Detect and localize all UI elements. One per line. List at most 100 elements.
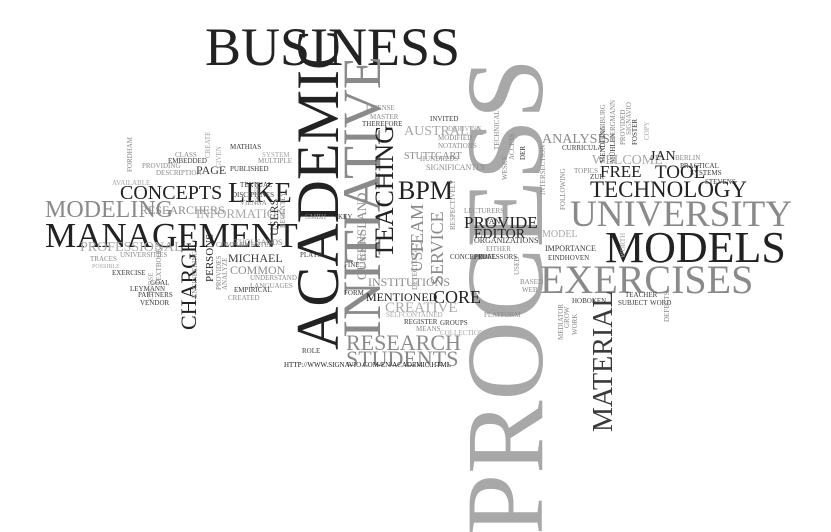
word-australia: AUSTRALIA bbox=[404, 124, 484, 139]
word-means: MEANS bbox=[416, 325, 441, 333]
word-role: ROLE bbox=[302, 347, 321, 355]
word-gmbh: GMBH bbox=[305, 213, 327, 221]
word-teacher: TEACHER bbox=[625, 291, 658, 299]
word-vienna: VIENNA bbox=[240, 199, 267, 207]
word-teaching: TEACHING bbox=[370, 125, 399, 258]
word-textual: TEXTUAL bbox=[240, 181, 273, 189]
word-business: BUSINESS bbox=[205, 17, 461, 77]
word-platform: PLATFORM bbox=[484, 311, 521, 319]
word-work: WORK bbox=[571, 313, 579, 335]
word-thousands: THOUSANDS bbox=[234, 238, 283, 247]
word-jan: JAN bbox=[650, 149, 676, 164]
word-leymann: LEYMANN bbox=[130, 285, 165, 293]
word-creative: CREATIVE bbox=[385, 300, 458, 316]
word-partners: PARTNERS bbox=[138, 291, 173, 299]
word-assist: ASSIST bbox=[253, 181, 261, 205]
word-systems: SYSTEMS bbox=[690, 169, 722, 177]
word-management: MANAGEMENT bbox=[45, 216, 298, 255]
word-detecting: DETECTING bbox=[411, 250, 419, 290]
word-bpm: BPM bbox=[398, 176, 453, 205]
word-embedded: EMBEDDED bbox=[168, 157, 207, 165]
word-goal: GOAL bbox=[150, 279, 170, 287]
word-signavio: SIGNAVIO bbox=[625, 102, 633, 135]
word-concepts: CONCEPTS bbox=[120, 182, 223, 204]
word-subject: SUBJECT bbox=[618, 299, 648, 307]
word-significantly: SIGNIFICANTLY bbox=[426, 163, 487, 172]
word-master: MASTER bbox=[370, 113, 399, 121]
word-word: WORD bbox=[650, 299, 672, 307]
word-models: MODELS bbox=[605, 223, 786, 272]
word-students: STUDENTS bbox=[346, 346, 459, 371]
word-course: COURSE bbox=[147, 272, 155, 300]
word-van: VAN bbox=[484, 217, 501, 226]
word-conceptual: CONCEPTUAL bbox=[450, 253, 497, 261]
word-copy: COPY bbox=[643, 121, 651, 140]
word-mathias: MATHIAS bbox=[230, 143, 262, 151]
word-recently: RECENTLY bbox=[279, 192, 287, 228]
word-editor: EDITOR bbox=[474, 227, 526, 242]
word-access: ACCESS bbox=[508, 133, 516, 160]
word-berlin: BERLIN bbox=[675, 154, 701, 162]
word-core: CORE bbox=[433, 287, 482, 307]
word-hundreds: HUNDREDS bbox=[420, 155, 459, 163]
word-engineering: ENGINEERING bbox=[191, 250, 199, 298]
word-exercise: EXERCISE bbox=[112, 269, 146, 277]
word-class: CLASS bbox=[175, 151, 197, 159]
word-institutions: INSTITUTIONS bbox=[368, 275, 450, 289]
word-eindhoven: EINDHOVEN bbox=[548, 254, 590, 262]
word-textbooks: TEXTBOOKS bbox=[155, 243, 163, 285]
word-stevens: STEVENS bbox=[705, 178, 736, 186]
word-created: CREATED bbox=[228, 294, 260, 302]
word-system: SYSTEM bbox=[262, 151, 290, 159]
word-der: DER bbox=[519, 146, 527, 160]
word-universities: UNIVERSITIES bbox=[120, 251, 168, 259]
word-university: UNIVERSITY bbox=[570, 194, 792, 235]
word-following: FOLLOWING bbox=[559, 168, 567, 210]
word-hamburg: HAMBURG bbox=[599, 104, 607, 140]
word-model: MODEL bbox=[542, 229, 578, 240]
word-modified: MODIFIED bbox=[438, 134, 473, 142]
word-free: FREE bbox=[600, 162, 642, 181]
word-analysis: ANALYSIS bbox=[542, 132, 610, 147]
word-analyze: ANALYZE bbox=[221, 257, 229, 290]
word-michael: MICHAEL bbox=[228, 251, 283, 265]
word-understand: UNDERSTAND bbox=[250, 274, 297, 282]
word-lecturers: LECTURERS bbox=[464, 207, 505, 215]
word-used: USED bbox=[513, 256, 521, 275]
word-zur: ZUR bbox=[590, 173, 604, 181]
word-practical: PRACTICAL bbox=[680, 162, 719, 170]
word-disciplines: DISCIPLINES bbox=[232, 191, 275, 199]
word-collection: COLLECTION bbox=[440, 329, 484, 337]
word-register: REGISTER bbox=[404, 318, 438, 326]
word-empirical: EMPIRICAL bbox=[234, 286, 272, 294]
word-information: INFORMATION bbox=[196, 206, 286, 221]
word-technology: TECHNOLOGY bbox=[590, 177, 748, 202]
word-exercises: EXERCISES bbox=[540, 257, 754, 302]
word-complemented: COMPLEMENTED bbox=[216, 241, 274, 249]
word-mentioned: MENTIONED bbox=[366, 290, 438, 304]
word-create: CREATE bbox=[204, 131, 212, 158]
word-given: GIVEN bbox=[215, 146, 223, 168]
word-licensed: LICENSED bbox=[359, 234, 367, 268]
word-research: RESEARCH bbox=[346, 330, 461, 355]
word-license: LICENSE bbox=[366, 104, 395, 112]
word-organizations: ORGANIZATIONS bbox=[474, 236, 539, 245]
word-service: SERVICE bbox=[427, 211, 447, 285]
word-description: DESCRIPTION bbox=[156, 169, 202, 177]
word-published: PUBLISHED bbox=[230, 165, 269, 173]
word-invited: INVITED bbox=[430, 115, 459, 123]
word-vendor: VENDOR bbox=[140, 299, 170, 307]
word-selfcontained: SELFCONTAINED bbox=[386, 311, 443, 319]
word-fordham: FORDHAM bbox=[126, 136, 134, 172]
word-topics: TOPICS bbox=[574, 167, 598, 175]
word-stuttgart: STUTTGART bbox=[404, 151, 462, 162]
word-web: WEB bbox=[522, 286, 538, 294]
word-foster: FOSTER bbox=[631, 118, 639, 145]
word-multiple: MULTIPLE bbox=[258, 157, 292, 165]
word-professors: PROFESSORS bbox=[474, 253, 518, 261]
word-bergmann: BERGMANN bbox=[609, 99, 617, 140]
word-respectively: RESPECTIVELY bbox=[449, 179, 457, 230]
word-defects: DEFECTS bbox=[663, 291, 671, 322]
word-traces: TRACES bbox=[90, 255, 117, 263]
